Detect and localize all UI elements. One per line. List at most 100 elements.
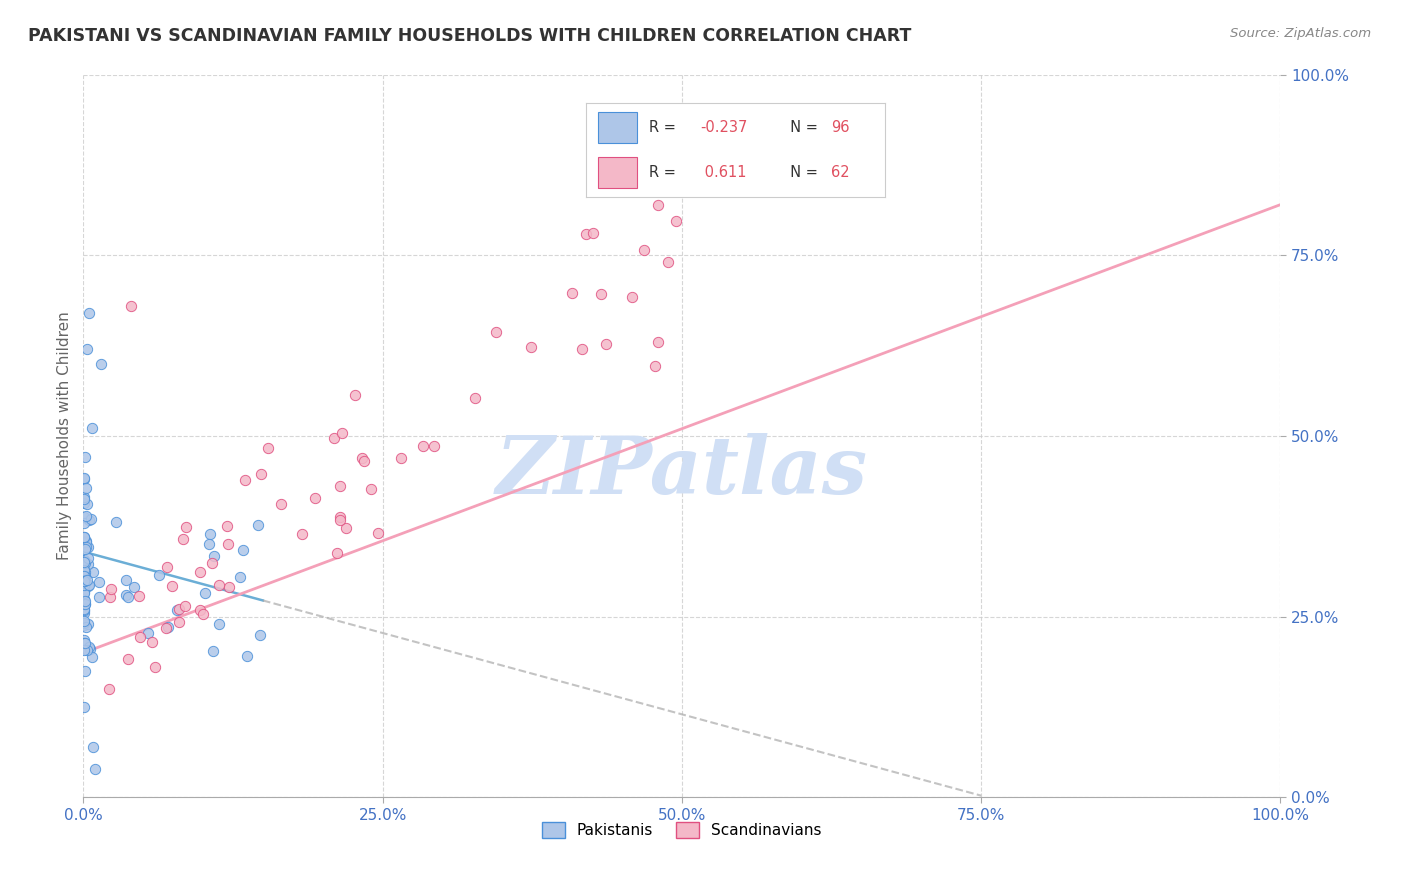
Point: [360, 482, 382, 496]
Point: [73, 530, 96, 544]
Point: [82, 421, 104, 435]
Point: [208, 577, 231, 591]
Point: [571, 343, 593, 357]
Point: [73, 603, 96, 617]
Point: [201, 556, 224, 570]
Point: [82, 650, 104, 665]
Point: [173, 599, 195, 613]
Point: [141, 635, 163, 649]
Point: [582, 226, 605, 240]
Point: [188, 566, 211, 580]
Point: [87, 574, 110, 589]
Point: [73, 470, 96, 484]
Point: [77, 640, 100, 654]
Point: [174, 520, 197, 534]
Point: [73, 532, 96, 546]
Point: [97, 681, 120, 696]
Point: [250, 467, 273, 482]
Point: [80, 511, 103, 525]
Text: PAKISTANI VS SCANDINAVIAN FAMILY HOUSEHOLDS WITH CHILDREN CORRELATION CHART: PAKISTANI VS SCANDINAVIAN FAMILY HOUSEHO…: [28, 27, 911, 45]
Point: [194, 586, 217, 600]
Point: [79, 578, 101, 592]
Point: [412, 439, 434, 453]
Point: [73, 516, 96, 531]
Point: [208, 616, 231, 631]
Point: [561, 285, 583, 300]
Point: [73, 556, 96, 570]
Point: [76, 498, 98, 512]
Point: [73, 490, 96, 504]
Point: [644, 359, 666, 373]
Point: [73, 597, 96, 611]
Point: [323, 431, 346, 445]
Point: [217, 518, 239, 533]
Point: [73, 510, 96, 524]
Point: [75, 636, 97, 650]
Point: [73, 585, 96, 599]
Point: [249, 628, 271, 642]
Point: [128, 630, 150, 644]
Point: [156, 620, 179, 634]
Point: [353, 454, 375, 468]
Point: [77, 557, 100, 571]
Legend: Pakistanis, Scandinavians: Pakistanis, Scandinavians: [536, 816, 828, 844]
Point: [76, 343, 98, 357]
Point: [73, 583, 96, 598]
Point: [232, 543, 254, 558]
Point: [73, 591, 96, 606]
Point: [73, 602, 96, 616]
Point: [621, 290, 644, 304]
Point: [228, 570, 250, 584]
Point: [73, 472, 96, 486]
Point: [367, 525, 389, 540]
Point: [114, 587, 136, 601]
Point: [217, 537, 239, 551]
Point: [167, 615, 190, 629]
Point: [155, 621, 177, 635]
Point: [73, 492, 96, 507]
Point: [122, 580, 145, 594]
Point: [76, 642, 98, 657]
Point: [73, 606, 96, 620]
Point: [329, 479, 352, 493]
Point: [136, 626, 159, 640]
Point: [73, 552, 96, 566]
Point: [464, 391, 486, 405]
Point: [291, 526, 314, 541]
Point: [79, 642, 101, 657]
Point: [82, 565, 104, 579]
Point: [128, 589, 150, 603]
Point: [73, 555, 96, 569]
Point: [73, 553, 96, 567]
Point: [73, 582, 96, 597]
Point: [73, 604, 96, 618]
Point: [166, 603, 188, 617]
Point: [73, 566, 96, 580]
Point: [589, 286, 612, 301]
Point: [117, 652, 139, 666]
Point: [162, 579, 184, 593]
Point: [105, 516, 128, 530]
Point: [73, 585, 96, 599]
Point: [330, 426, 353, 441]
Point: [77, 306, 100, 320]
Point: [73, 597, 96, 611]
Point: [75, 541, 97, 555]
Point: [115, 573, 138, 587]
Point: [198, 527, 221, 541]
Point: [73, 569, 96, 583]
Point: [77, 617, 100, 632]
Point: [202, 644, 225, 658]
Point: [73, 664, 96, 678]
Point: [519, 340, 541, 354]
Point: [270, 497, 292, 511]
Y-axis label: Family Households with Children: Family Households with Children: [58, 311, 72, 560]
Text: Source: ZipAtlas.com: Source: ZipAtlas.com: [1230, 27, 1371, 40]
Point: [76, 574, 98, 588]
Point: [73, 530, 96, 544]
Point: [73, 450, 96, 464]
Point: [73, 615, 96, 630]
Point: [73, 563, 96, 577]
Point: [77, 579, 100, 593]
Point: [73, 700, 96, 714]
